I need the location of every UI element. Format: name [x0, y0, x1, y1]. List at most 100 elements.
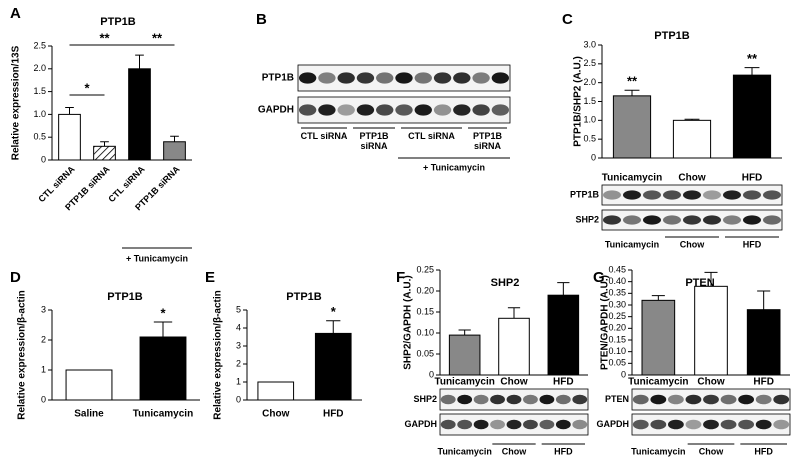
y-tick-label: 0.25 — [608, 311, 626, 321]
blot-band — [755, 419, 772, 430]
lane-label: CTL siRNA — [300, 131, 348, 141]
blot-band — [632, 394, 649, 405]
blot-band — [773, 419, 790, 430]
blot-band — [491, 72, 510, 84]
blot-band — [743, 215, 761, 225]
panel-letter: C — [562, 11, 573, 28]
bar — [547, 294, 580, 376]
blot-band — [414, 72, 432, 84]
lane-label-text: PTP1B siRNA — [359, 131, 389, 151]
blot-band — [603, 215, 621, 225]
blot-band — [414, 104, 432, 116]
blot-band — [473, 419, 489, 430]
chart-title: PTP1B — [286, 291, 322, 303]
blot-row-label: SHP2 — [413, 394, 437, 404]
y-tick-label: 1.5 — [583, 96, 596, 106]
blot-band — [643, 190, 661, 200]
blot-frame — [297, 64, 511, 92]
y-tick-label: 2.5 — [33, 40, 46, 50]
blot-band — [523, 394, 538, 405]
bar — [257, 381, 295, 401]
blot-band — [632, 419, 649, 430]
bar — [694, 285, 728, 376]
blot-lane-label: Chow — [680, 239, 705, 249]
lane-label-text: CTL siRNA — [300, 131, 348, 141]
panel-letter: E — [205, 269, 215, 286]
y-tick-label: 0.25 — [416, 264, 434, 274]
blot-band — [773, 394, 790, 405]
y-tick-label: 0.35 — [608, 288, 626, 298]
blot-band — [506, 394, 522, 405]
y-axis-label: SHP2/GAPDH (A.U.) — [403, 275, 414, 369]
blot-band — [685, 419, 702, 430]
error-bar — [557, 282, 570, 296]
y-tick-label: 0 — [236, 394, 241, 404]
blot-band — [337, 104, 355, 116]
blot-band — [623, 190, 641, 200]
panel-letter: D — [10, 269, 21, 286]
blot-lane-label: HFD — [743, 239, 762, 249]
lane-label-text: PTP1B siRNA — [472, 131, 502, 151]
y-tick-label: 0.05 — [416, 348, 434, 358]
blot-band — [440, 394, 456, 405]
blot-band — [453, 104, 471, 116]
panel-letter: F — [396, 269, 405, 286]
x-tick-label: HFD — [742, 173, 763, 184]
blot-band — [667, 419, 684, 430]
error-bar — [507, 307, 521, 319]
bar — [641, 299, 676, 376]
y-tick-label: 0.05 — [608, 358, 626, 368]
blot-band — [298, 104, 317, 116]
blot-lane-label: Chow — [699, 446, 724, 456]
blot-band — [376, 72, 394, 84]
y-tick-label: 1.0 — [583, 115, 596, 125]
blot-lane-label: HFD — [554, 446, 573, 456]
blot-band — [763, 215, 781, 225]
y-tick-label: 3 — [236, 340, 241, 350]
y-tick-label: 0 — [591, 152, 596, 162]
blot-band — [433, 72, 452, 84]
x-tick-label: Tunicamycin — [133, 409, 193, 420]
x-tick-label: HFD — [753, 377, 774, 388]
y-tick-label: 0 — [41, 154, 46, 164]
bar — [128, 68, 151, 161]
error-bar — [326, 320, 341, 334]
x-tick-label: Tunicamycin — [628, 377, 688, 388]
blot-band — [440, 419, 456, 430]
x-tick-label: Tunicamycin — [434, 377, 494, 388]
x-tick-label: HFD — [323, 409, 344, 420]
blot-lane-label: Chow — [502, 446, 527, 456]
y-axis-label: Relative expression/13S — [11, 45, 22, 160]
blot-band — [539, 394, 555, 405]
y-tick-label: 0.45 — [608, 264, 626, 274]
blot-band — [738, 419, 755, 430]
significance: ** — [152, 30, 163, 45]
blot-lane-label: Tunicamycin — [605, 239, 659, 249]
y-tick-label: 0 — [621, 369, 626, 379]
blot-band — [523, 419, 538, 430]
blot-band — [650, 419, 667, 430]
blot-band — [738, 394, 755, 405]
bar — [448, 334, 481, 376]
y-tick-label: 1.0 — [33, 109, 46, 119]
y-tick-label: 0.10 — [608, 346, 626, 356]
significance: ** — [627, 74, 638, 89]
x-tick-label: Tunicamycin — [602, 173, 662, 184]
error-bar — [65, 107, 74, 115]
chart-title: PTP1B — [107, 291, 143, 303]
blot-band — [703, 419, 719, 430]
blot-row-label: PTEN — [605, 394, 629, 404]
blot-band — [472, 72, 490, 84]
x-tick-label: Chow — [697, 377, 724, 388]
blot-band — [650, 394, 667, 405]
blot-band — [356, 72, 375, 84]
significance: * — [84, 80, 90, 95]
y-tick-label: 0.5 — [33, 132, 46, 142]
blot-band — [663, 215, 681, 225]
bar — [732, 74, 772, 159]
blot-band — [703, 394, 719, 405]
y-tick-label: 2.0 — [583, 77, 596, 87]
bar — [163, 141, 186, 161]
y-tick-label: 0 — [429, 369, 434, 379]
